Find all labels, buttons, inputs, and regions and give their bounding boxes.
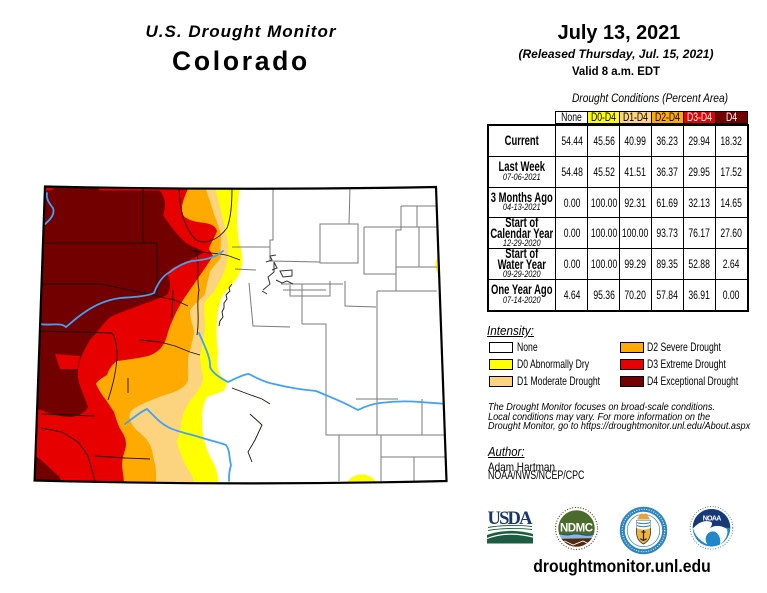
svg-text:NDMC: NDMC (560, 523, 593, 535)
svg-text:USDA: USDA (488, 510, 534, 529)
svg-text:NOAA: NOAA (703, 516, 722, 523)
